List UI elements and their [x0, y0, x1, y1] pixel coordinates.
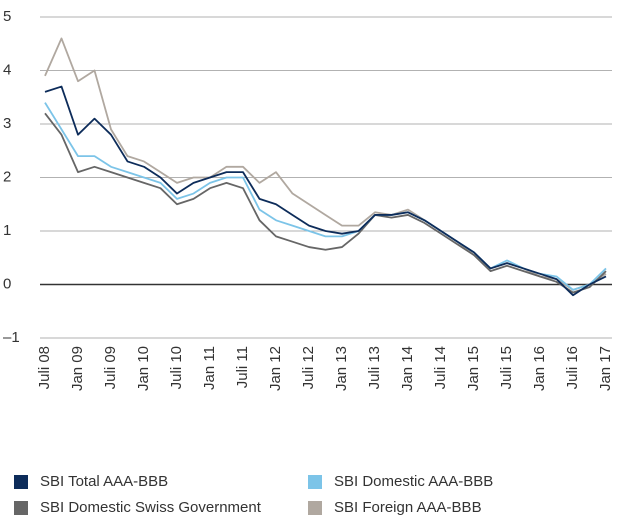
- x-tick-label: Jan 16: [531, 346, 548, 391]
- y-tick-label: 4: [3, 61, 11, 78]
- x-tick-label: Juli 10: [168, 346, 185, 389]
- x-tick-label: Juli 11: [234, 346, 251, 388]
- legend-label: SBI Domestic Swiss Government: [40, 499, 262, 516]
- x-tick-label: Juli 08: [36, 346, 53, 389]
- x-tick-label: Jan 17: [597, 346, 614, 391]
- x-tick-label: Jan 10: [135, 346, 152, 391]
- x-tick-label: Juli 14: [432, 346, 449, 389]
- x-tick-label: Juli 12: [300, 346, 317, 389]
- series-line: [44, 102, 607, 291]
- series-line: [44, 112, 607, 294]
- x-tick-label: Jan 13: [333, 346, 350, 391]
- x-tick-label: Juli 15: [498, 346, 515, 389]
- y-tick-label: –1: [3, 329, 20, 346]
- y-tick-label: 1: [3, 222, 11, 239]
- x-tick-label: Jan 14: [399, 346, 416, 391]
- x-tick-label: Jan 09: [69, 346, 86, 391]
- legend-label: SBI Total AAA-BBB: [40, 473, 168, 490]
- x-tick-label: Jan 12: [267, 346, 284, 391]
- series-line: [44, 85, 607, 297]
- legend-swatch: [308, 475, 322, 489]
- series-line: [44, 37, 607, 291]
- x-tick-label: Jan 11: [201, 346, 218, 390]
- y-tick-label: 3: [3, 115, 11, 132]
- legend-swatch: [14, 501, 28, 515]
- x-tick-label: Jan 15: [465, 346, 482, 391]
- y-tick-label: 5: [3, 8, 11, 25]
- x-tick-label: Juli 13: [366, 346, 383, 389]
- legend-swatch: [308, 501, 322, 515]
- x-tick-label: Juli 16: [564, 346, 581, 389]
- legend-label: SBI Domestic AAA-BBB: [334, 473, 493, 490]
- legend-label: SBI Foreign AAA-BBB: [334, 499, 482, 516]
- y-tick-label: 2: [3, 168, 11, 185]
- legend-swatch: [14, 475, 28, 489]
- x-tick-label: Juli 09: [102, 346, 119, 389]
- y-tick-label: 0: [3, 275, 11, 292]
